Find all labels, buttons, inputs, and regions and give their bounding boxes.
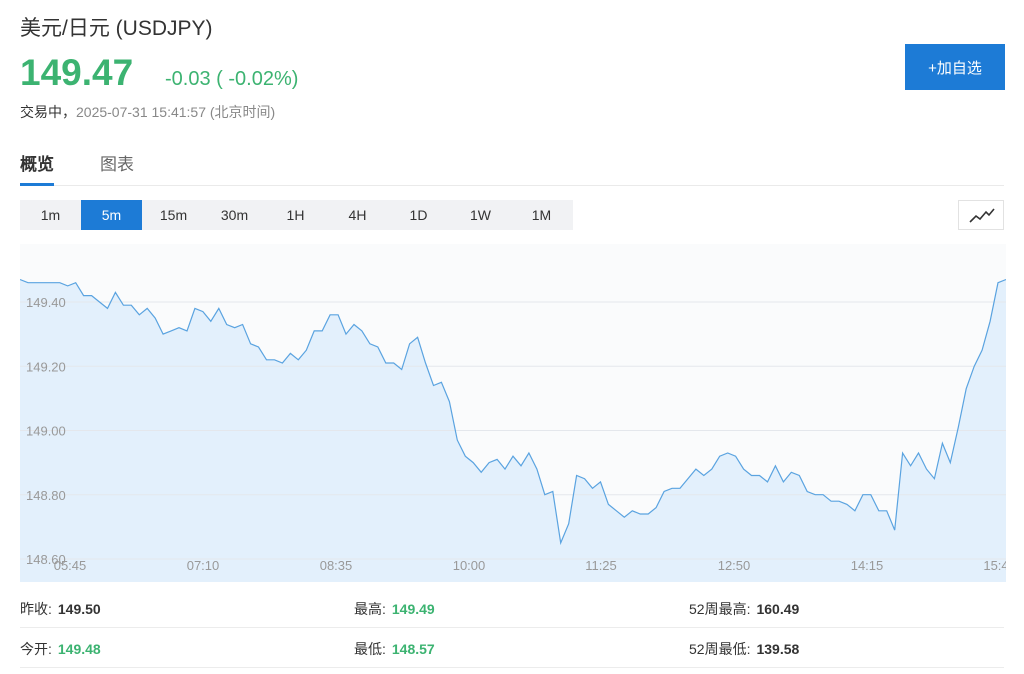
price-change: -0.03 ( -0.02%)	[165, 68, 299, 90]
y-tick-label: 149.00	[26, 424, 66, 439]
price-line	[20, 278, 1006, 546]
stat-low: 最低: 148.57	[354, 641, 435, 657]
x-tick-label: 14:15	[851, 558, 884, 573]
price-chart-svg: 148.60 148.80 149.00 149.20 149.40 05:45 07:10…	[20, 244, 1006, 582]
trading-status: 交易中，2025-07-31 15:41:57 (北京时间)	[20, 102, 275, 122]
x-tick-label: 10:00	[453, 558, 486, 573]
period-1m[interactable]: 1m	[40, 207, 61, 223]
y-tick-label: 148.80	[26, 488, 66, 503]
stat-prev-close: 昨收: 149.50	[20, 601, 101, 617]
chart-type-button[interactable]	[958, 200, 1004, 230]
period-1d[interactable]: 1D	[409, 207, 428, 223]
y-tick-label: 149.20	[26, 359, 66, 374]
x-tick-label: 05:45	[54, 558, 87, 573]
period-selector: 1m 5m 15m 30m 1H 4H 1D 1W 1M	[20, 200, 573, 230]
x-tick-label: 11:25	[585, 558, 617, 573]
period-1w[interactable]: 1W	[470, 207, 491, 223]
stats-row-1: 昨收: 149.50 最高: 149.49 52周最高: 160.49	[20, 588, 1004, 628]
tab-overview[interactable]: 概览	[20, 150, 54, 186]
y-tick-label: 148.60	[26, 552, 66, 567]
x-tick-label: 12:50	[718, 558, 751, 573]
price-chart[interactable]: 148.60 148.80 149.00 149.20 149.40 05:45 07:10…	[20, 244, 1006, 582]
period-30m[interactable]: 30m	[220, 207, 249, 223]
add-watchlist-button[interactable]: +加自选	[905, 44, 1005, 90]
tab-chart[interactable]: 图表	[100, 155, 134, 174]
stat-high: 最高: 149.49	[354, 601, 435, 617]
period-5m[interactable]: 5m	[81, 200, 142, 230]
period-1mo[interactable]: 1M	[531, 207, 552, 223]
stats-row-2: 今开: 149.48 最低: 148.57 52周最低: 139.58	[20, 628, 1004, 668]
stat-52w-low: 52周最低: 139.58	[689, 641, 800, 657]
period-1h[interactable]: 1H	[286, 207, 305, 223]
period-15m[interactable]: 15m	[159, 207, 188, 223]
y-tick-label: 149.40	[26, 295, 66, 310]
timestamp: 2025-07-31 15:41:57 (北京时间)	[76, 104, 276, 120]
status-label: 交易中，	[20, 104, 76, 120]
x-tick-label: 07:10	[187, 558, 220, 573]
stat-52w-high: 52周最高: 160.49	[689, 601, 800, 617]
stat-open: 今开: 149.48	[20, 641, 101, 657]
line-chart-icon	[969, 208, 995, 223]
x-tick-label: 08:35	[320, 558, 353, 573]
current-price: 149.47	[20, 52, 134, 93]
period-4h[interactable]: 4H	[348, 207, 367, 223]
instrument-title: 美元/日元 (USDJPY)	[20, 17, 213, 40]
view-tabs: 概览 图表	[20, 148, 1004, 186]
x-tick-label: 15:4	[983, 558, 1006, 573]
price-area	[20, 279, 1006, 582]
